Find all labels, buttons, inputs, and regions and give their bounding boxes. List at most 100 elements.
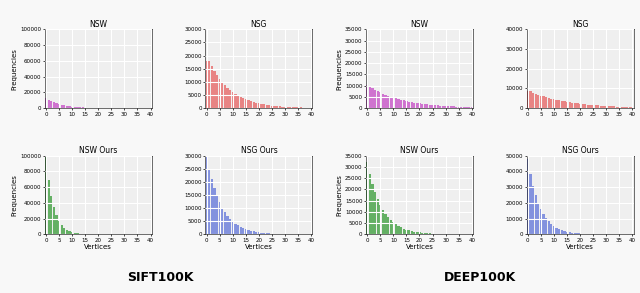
Bar <box>76 107 79 108</box>
Bar <box>529 174 532 234</box>
Bar <box>234 94 237 108</box>
Title: NSG: NSG <box>572 20 588 28</box>
Bar <box>470 107 473 108</box>
Bar <box>237 96 239 108</box>
Bar <box>227 216 228 234</box>
Bar <box>380 205 381 234</box>
X-axis label: Vertices: Vertices <box>566 244 594 250</box>
Bar <box>573 233 576 234</box>
Bar <box>45 98 47 108</box>
X-axis label: Vertices: Vertices <box>84 244 112 250</box>
Bar <box>271 105 273 108</box>
Bar <box>550 99 552 108</box>
Bar <box>410 231 413 234</box>
Bar <box>292 107 294 108</box>
Bar <box>244 99 247 108</box>
Bar <box>268 233 271 234</box>
Bar <box>382 93 384 108</box>
Bar <box>61 105 63 108</box>
Bar <box>58 221 60 234</box>
Bar <box>568 102 571 108</box>
Y-axis label: Frequencies: Frequencies <box>336 48 342 90</box>
Bar <box>216 75 218 108</box>
Bar <box>387 217 389 234</box>
Bar <box>465 107 468 108</box>
Bar <box>258 103 260 108</box>
Bar <box>592 105 594 108</box>
Bar <box>385 95 387 108</box>
Bar <box>403 229 405 234</box>
Bar <box>68 231 70 234</box>
Bar <box>602 106 605 108</box>
Bar <box>618 107 620 108</box>
Bar <box>247 230 250 234</box>
Bar <box>232 92 234 108</box>
Bar <box>405 229 408 234</box>
Bar <box>623 107 625 108</box>
Title: NSW Ours: NSW Ours <box>79 146 118 155</box>
Bar <box>458 107 460 108</box>
Bar <box>558 229 560 234</box>
Bar <box>287 107 289 108</box>
Bar <box>74 107 76 108</box>
Bar <box>468 107 470 108</box>
Bar <box>568 232 571 234</box>
Bar <box>56 103 58 108</box>
Bar <box>237 225 239 234</box>
Bar <box>45 157 47 234</box>
Bar <box>278 106 281 108</box>
Bar <box>579 104 581 108</box>
Bar <box>424 104 426 108</box>
Bar <box>616 107 618 108</box>
Bar <box>232 221 234 234</box>
Bar <box>260 104 262 108</box>
Bar <box>211 66 213 108</box>
Bar <box>558 100 560 108</box>
Bar <box>63 228 65 234</box>
Bar <box>395 224 397 234</box>
Bar <box>413 103 415 108</box>
Bar <box>421 233 423 234</box>
Bar <box>563 101 566 108</box>
Bar <box>284 107 286 108</box>
Bar <box>587 105 589 108</box>
Bar <box>61 225 63 234</box>
Bar <box>631 107 634 108</box>
Bar <box>71 107 74 108</box>
Bar <box>266 105 268 108</box>
Bar <box>50 196 52 234</box>
Bar <box>540 209 542 234</box>
Bar <box>213 188 216 234</box>
Bar <box>529 91 532 108</box>
Bar <box>626 107 628 108</box>
Bar <box>397 99 400 108</box>
Bar <box>577 103 579 108</box>
Bar <box>419 232 420 234</box>
Bar <box>53 207 55 234</box>
Bar <box>58 104 60 108</box>
Bar <box>450 106 452 108</box>
Bar <box>266 233 268 234</box>
Title: NSW: NSW <box>410 20 429 28</box>
Bar <box>213 71 216 108</box>
Bar <box>53 103 55 108</box>
Bar <box>447 106 449 108</box>
Bar <box>556 228 557 234</box>
Bar <box>227 88 228 108</box>
Bar <box>385 214 387 234</box>
Bar <box>561 101 563 108</box>
Bar <box>534 93 537 108</box>
Bar <box>71 232 74 234</box>
Bar <box>47 100 50 108</box>
Text: SIFT100K: SIFT100K <box>127 271 193 284</box>
Bar <box>224 212 226 234</box>
Bar <box>416 232 418 234</box>
Bar <box>434 105 436 108</box>
Bar <box>282 107 284 108</box>
Bar <box>439 106 442 108</box>
Bar <box>366 84 369 108</box>
Bar <box>211 179 213 234</box>
Bar <box>550 224 552 234</box>
Bar <box>534 195 537 234</box>
Bar <box>263 233 265 234</box>
